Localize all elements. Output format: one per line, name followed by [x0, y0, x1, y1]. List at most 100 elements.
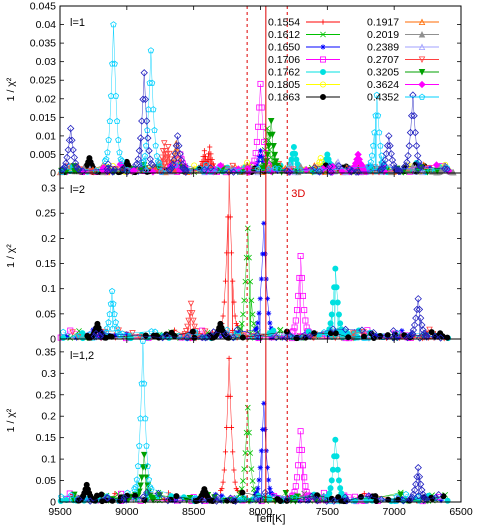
data-point	[103, 165, 111, 173]
data-point	[104, 160, 112, 168]
data-point	[106, 117, 114, 124]
data-point	[409, 91, 417, 99]
panel-2: 0 0.05 0.1 0.15 0.2 0.25 0.3 1 / χ² l=2 3D	[5, 170, 462, 346]
data-point	[422, 333, 431, 341]
panel-label: l=2	[70, 184, 85, 196]
legend-label: 0.1917	[367, 17, 399, 29]
data-point	[244, 404, 251, 411]
data-point	[341, 325, 350, 334]
data-point	[255, 320, 261, 326]
data-point	[415, 158, 423, 166]
data-point	[258, 448, 265, 454]
data-point	[313, 497, 322, 505]
data-point	[365, 163, 371, 169]
data-point	[247, 278, 254, 285]
data-point	[175, 142, 183, 150]
data-point	[202, 154, 209, 160]
data-point	[257, 335, 263, 341]
data-point	[405, 142, 413, 150]
y-tick-label: 0.025	[30, 75, 56, 87]
data-point	[67, 124, 75, 133]
data-point	[413, 473, 421, 481]
data-point	[328, 311, 335, 318]
data-point	[101, 157, 109, 164]
legend-marker	[418, 43, 426, 50]
data-point	[334, 162, 343, 170]
data-point	[124, 331, 130, 337]
data-point	[293, 474, 300, 481]
data-point	[228, 424, 235, 431]
data-point	[348, 166, 356, 175]
data-point	[428, 329, 435, 336]
annotation-3d: 3D	[291, 188, 305, 200]
legend-item: 0.2389	[367, 42, 439, 54]
data-point	[110, 300, 117, 307]
data-point	[196, 165, 203, 172]
data-point	[275, 165, 282, 172]
data-point	[117, 331, 124, 338]
data-point	[138, 117, 146, 125]
data-point	[255, 485, 261, 491]
data-point	[226, 355, 232, 361]
data-point	[301, 474, 308, 481]
data-point	[141, 95, 150, 103]
legend-marker	[319, 81, 326, 88]
data-point	[255, 158, 261, 165]
series-0.1554	[74, 170, 441, 341]
data-point	[229, 162, 236, 170]
y-tick-label: 0.045	[30, 1, 56, 13]
data-point	[201, 148, 207, 154]
legend-item: 0.1863	[268, 92, 340, 104]
data-point	[414, 151, 422, 160]
data-point	[254, 490, 260, 496]
data-point	[221, 467, 227, 473]
legend-marker	[418, 69, 426, 76]
data-point	[105, 136, 112, 143]
data-point	[311, 168, 318, 175]
data-point	[187, 300, 195, 308]
data-point	[367, 158, 374, 165]
data-point	[324, 151, 331, 158]
legend-label: 0.1612	[268, 29, 300, 41]
data-point	[140, 380, 148, 387]
data-point	[325, 162, 334, 171]
data-point	[290, 328, 297, 335]
data-point	[396, 167, 404, 176]
data-point	[374, 112, 382, 119]
data-point	[444, 497, 451, 504]
data-point	[254, 162, 260, 168]
legend-label: 0.1762	[268, 67, 300, 79]
data-point	[198, 496, 206, 505]
data-point	[341, 493, 349, 501]
data-point	[147, 47, 155, 54]
data-point	[389, 327, 398, 335]
data-point	[143, 442, 150, 449]
data-point	[222, 449, 229, 455]
data-point	[262, 251, 268, 257]
data-point	[297, 428, 304, 435]
series-0.1612	[64, 225, 428, 342]
data-point	[152, 142, 159, 149]
data-point	[404, 151, 412, 160]
data-point	[326, 490, 333, 497]
data-point	[134, 155, 142, 163]
data-point	[238, 320, 245, 327]
data-point	[209, 156, 215, 163]
data-point	[69, 329, 76, 336]
data-point	[261, 220, 267, 226]
data-point	[110, 21, 117, 28]
data-point	[373, 332, 379, 339]
data-point	[380, 161, 388, 169]
data-point	[60, 334, 67, 341]
data-point	[170, 156, 178, 164]
data-point	[58, 493, 65, 500]
data-point	[208, 151, 214, 157]
data-point	[258, 104, 265, 111]
data-point	[300, 462, 307, 469]
y-tick-label: 0.1	[41, 283, 56, 295]
data-point	[191, 323, 198, 331]
data-point	[450, 168, 457, 176]
data-point	[219, 486, 225, 492]
data-point	[243, 254, 250, 261]
data-point	[176, 496, 184, 504]
